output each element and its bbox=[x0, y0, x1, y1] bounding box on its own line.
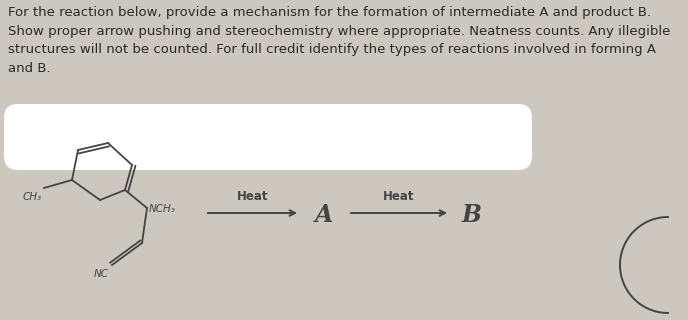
Text: NCH₃: NCH₃ bbox=[149, 204, 176, 214]
Text: A: A bbox=[315, 203, 334, 227]
Text: CH₃: CH₃ bbox=[23, 192, 42, 202]
Text: NC: NC bbox=[94, 269, 109, 279]
Text: Heat: Heat bbox=[237, 190, 268, 203]
Text: Heat: Heat bbox=[383, 190, 415, 203]
Text: For the reaction below, provide a mechanism for the formation of intermediate A : For the reaction below, provide a mechan… bbox=[8, 6, 670, 75]
Text: B: B bbox=[462, 203, 482, 227]
FancyBboxPatch shape bbox=[4, 104, 532, 170]
